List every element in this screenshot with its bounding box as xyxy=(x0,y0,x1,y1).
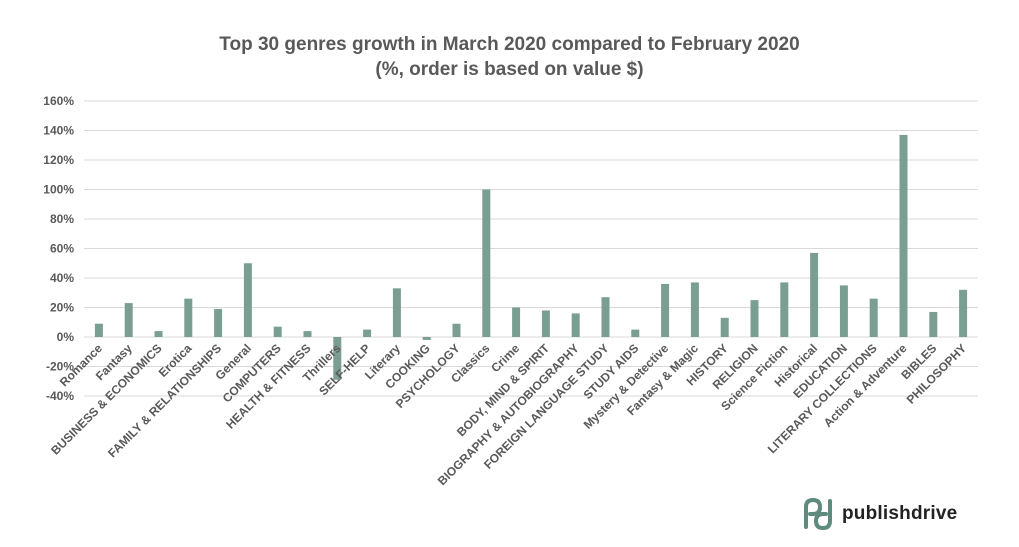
bar xyxy=(422,337,431,340)
bar xyxy=(750,300,759,337)
y-tick-label: 60% xyxy=(50,242,74,256)
y-tick-label: 140% xyxy=(43,124,74,138)
bar xyxy=(333,337,342,380)
bar xyxy=(214,308,223,337)
bar xyxy=(690,282,699,337)
y-tick-label: -40% xyxy=(46,389,74,403)
bar xyxy=(869,298,878,337)
bar xyxy=(243,263,252,337)
publishdrive-logo-icon xyxy=(804,497,832,531)
bar xyxy=(601,297,610,337)
y-tick-label: 100% xyxy=(43,183,74,197)
bar xyxy=(899,134,908,337)
bar xyxy=(452,323,461,337)
bar xyxy=(482,189,491,337)
bar xyxy=(929,311,938,337)
y-tick-label: 0% xyxy=(57,330,75,344)
bar xyxy=(720,317,729,337)
y-tick-label: 20% xyxy=(50,301,74,315)
bar xyxy=(154,331,163,337)
chart-subtitle: (%, order is based on value $) xyxy=(375,59,644,80)
bar xyxy=(661,283,670,337)
bar xyxy=(94,323,103,337)
bar xyxy=(392,288,401,337)
publishdrive-logo: publishdrive xyxy=(802,496,957,532)
bar xyxy=(303,331,312,337)
bar xyxy=(512,307,521,337)
bar xyxy=(273,326,282,337)
bar xyxy=(184,298,193,337)
bar xyxy=(780,282,789,337)
bar xyxy=(541,310,550,337)
bar xyxy=(810,252,819,337)
y-tick-label: 160% xyxy=(43,94,74,108)
bar xyxy=(839,285,848,337)
chart-title: Top 30 genres growth in March 2020 compa… xyxy=(219,34,800,55)
bar xyxy=(363,329,372,337)
bar xyxy=(959,289,968,337)
y-tick-label: -20% xyxy=(46,360,74,374)
publishdrive-logo-text: publishdrive xyxy=(842,503,958,524)
y-tick-label: 80% xyxy=(50,212,74,226)
y-tick-label: 120% xyxy=(43,153,74,167)
y-tick-label: 40% xyxy=(50,271,74,285)
bar xyxy=(571,313,580,337)
bar xyxy=(124,303,133,337)
bar xyxy=(631,329,640,337)
